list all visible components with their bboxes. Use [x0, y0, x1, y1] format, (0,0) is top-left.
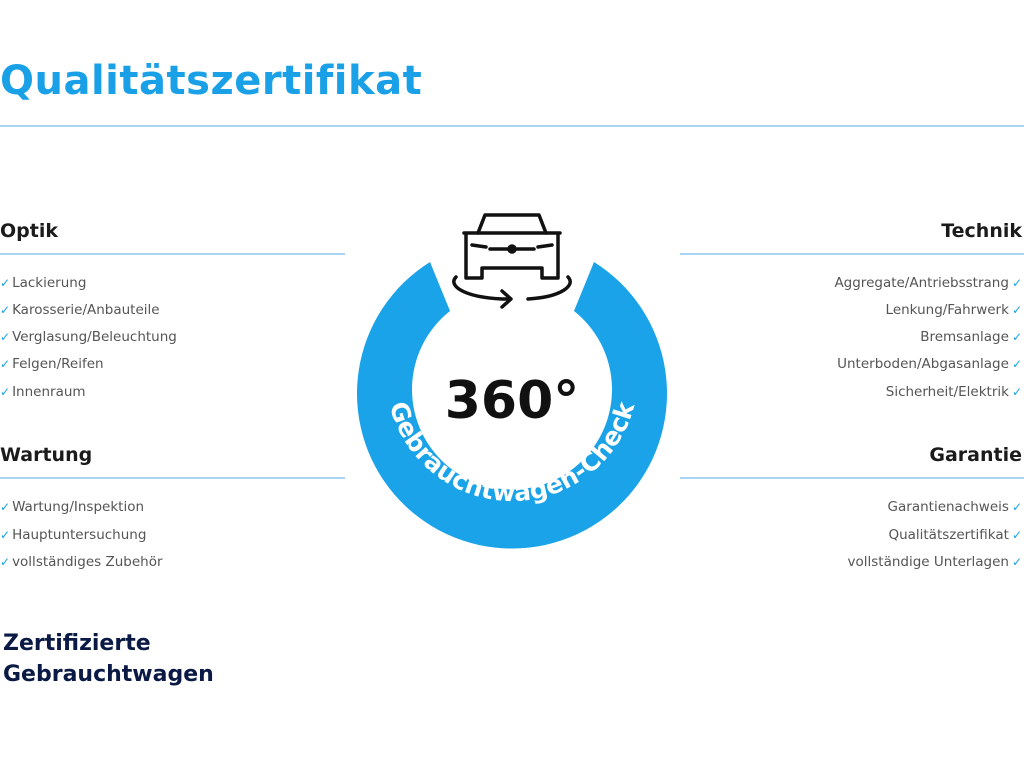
check-icon: ✓ — [0, 385, 11, 399]
check-icon: ✓ — [1011, 385, 1022, 399]
list-item-label: Bremsanlage — [920, 329, 1009, 345]
page-title: Qualitätszertifikat — [0, 58, 423, 104]
check-icon: ✓ — [1011, 528, 1022, 542]
check-icon: ✓ — [1011, 500, 1022, 514]
check-icon: ✓ — [1011, 276, 1022, 290]
check-icon: ✓ — [0, 555, 11, 569]
section-heading-garantie: Garantie — [929, 444, 1022, 466]
technik-list-item: Unterboden/Abgasanlage ✓ — [837, 356, 1022, 372]
list-item-label: vollständige Unterlagen — [847, 554, 1009, 570]
technik-list-item: Lenkung/Fahrwerk ✓ — [886, 302, 1022, 318]
check-icon: ✓ — [0, 330, 11, 344]
garantie-list-item: vollständige Unterlagen ✓ — [848, 554, 1023, 570]
section-heading-technik: Technik — [941, 220, 1022, 242]
certified-title-line2: Gebrauchtwagen — [3, 662, 214, 687]
check-icon: ✓ — [0, 276, 11, 290]
garantie-divider — [680, 477, 1024, 479]
car-rotate-icon — [452, 213, 572, 309]
optik-list-item: ✓ Verglasung/Beleuchtung — [0, 329, 177, 345]
certified-title-line1: Zertifizierte — [3, 631, 151, 656]
check-icon: ✓ — [0, 528, 11, 542]
check-icon: ✓ — [0, 500, 11, 514]
list-item-label: Qualitätszertifikat — [888, 527, 1009, 543]
list-item-label: Aggregate/Antriebsstrang — [834, 275, 1009, 291]
garantie-list-item: Garantienachweis ✓ — [888, 499, 1022, 515]
garantie-list-item: Qualitätszertifikat ✓ — [888, 527, 1022, 543]
list-item-label: Sicherheit/Elektrik — [885, 384, 1009, 400]
technik-divider — [680, 253, 1024, 255]
technik-list-item: Sicherheit/Elektrik ✓ — [886, 384, 1022, 400]
check-icon: ✓ — [1011, 303, 1022, 317]
optik-list-item: ✓ Innenraum — [0, 384, 86, 400]
optik-divider — [0, 253, 345, 255]
list-item-label: Hauptuntersuchung — [12, 527, 147, 543]
list-item-label: Garantienachweis — [887, 499, 1009, 515]
technik-list-item: Bremsanlage ✓ — [920, 329, 1022, 345]
check-icon: ✓ — [1011, 555, 1022, 569]
list-item-label: Innenraum — [12, 384, 86, 400]
list-item-label: Verglasung/Beleuchtung — [12, 329, 177, 345]
section-heading-wartung: Wartung — [0, 444, 93, 466]
list-item-label: Lenkung/Fahrwerk — [885, 302, 1009, 318]
list-item-label: Unterboden/Abgasanlage — [837, 356, 1009, 372]
wartung-list-item: ✓ Hauptuntersuchung — [0, 527, 146, 543]
optik-list-item: ✓ Lackierung — [0, 275, 86, 291]
check-icon: ✓ — [0, 357, 11, 371]
certified-used-cars-title: Zertifizierte Gebrauchtwagen — [3, 628, 214, 690]
section-heading-optik: Optik — [0, 220, 58, 242]
list-item-label: vollständiges Zubehör — [12, 554, 163, 570]
check-icon: ✓ — [1011, 357, 1022, 371]
title-divider — [0, 125, 1024, 127]
badge-number: 360° — [445, 371, 580, 431]
check-icon: ✓ — [1011, 330, 1022, 344]
optik-list-item: ✓ Karosserie/Anbauteile — [0, 302, 160, 318]
check-icon: ✓ — [0, 303, 11, 317]
optik-list-item: ✓ Felgen/Reifen — [0, 356, 104, 372]
list-item-label: Lackierung — [12, 275, 87, 291]
list-item-label: Wartung/Inspektion — [12, 499, 145, 515]
wartung-list-item: ✓ Wartung/Inspektion — [0, 499, 144, 515]
list-item-label: Karosserie/Anbauteile — [12, 302, 160, 318]
wartung-list-item: ✓ vollständiges Zubehör — [0, 554, 163, 570]
list-item-label: Felgen/Reifen — [12, 356, 104, 372]
360-check-badge: Gebrauchtwagen-Check 360° — [357, 213, 667, 549]
wartung-divider — [0, 477, 345, 479]
technik-list-item: Aggregate/Antriebsstrang ✓ — [834, 275, 1022, 291]
badge-ring — [357, 262, 667, 549]
